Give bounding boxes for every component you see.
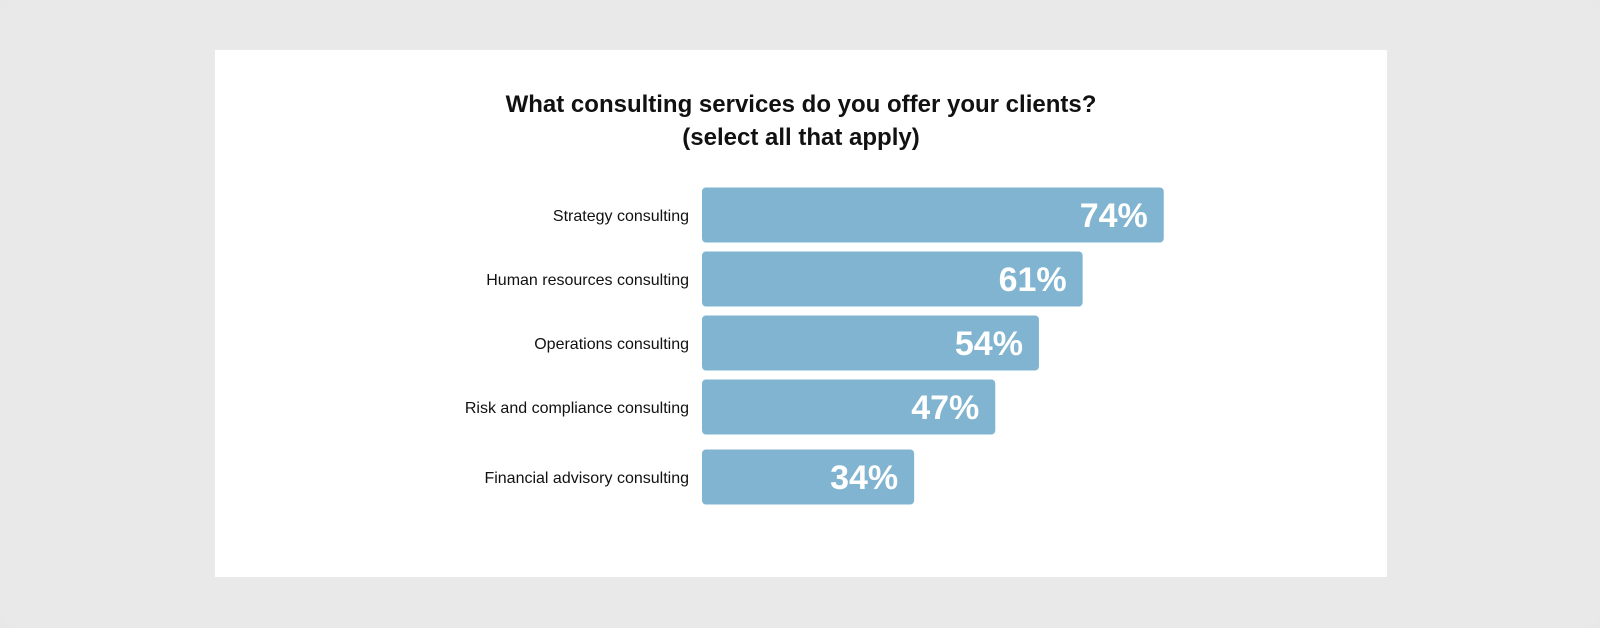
value-label: 47% (911, 389, 979, 427)
bar-risk-and-compliance-consulting (702, 379, 996, 435)
bar-human-resources-consulting (702, 251, 1083, 307)
value-label: 34% (830, 459, 898, 497)
category-label: Human resources consulting (486, 272, 689, 289)
value-label: 54% (955, 325, 1023, 363)
chart-title: What consulting services do you offer yo… (505, 91, 1097, 118)
category-label: Financial advisory consulting (484, 470, 689, 487)
bar-financial-advisory-consulting (702, 449, 915, 505)
chart-card: What consulting services do you offer yo… (215, 50, 1387, 577)
category-label: Operations consulting (534, 336, 689, 353)
bar-operations-consulting (702, 315, 1039, 371)
value-label: 61% (999, 261, 1067, 299)
chart-title-block: What consulting services do you offer yo… (215, 88, 1387, 154)
category-label: Risk and compliance consulting (465, 400, 689, 417)
bar-strategy-consulting (702, 187, 1164, 243)
chart-subtitle: (select all that apply) (682, 124, 920, 151)
value-label: 74% (1080, 197, 1148, 235)
category-label: Strategy consulting (553, 208, 689, 225)
bar-chart: Strategy consulting 74% Human resources co… (465, 187, 1164, 505)
